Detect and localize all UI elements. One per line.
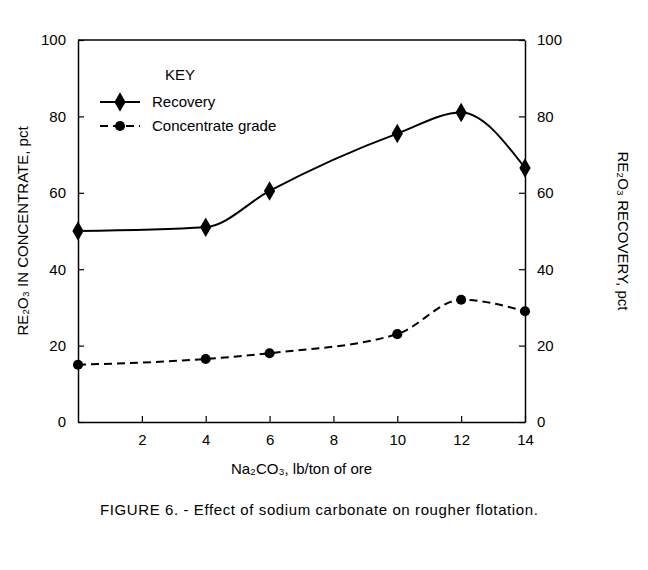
tick-mark	[78, 422, 84, 423]
tick-label: 40	[49, 261, 66, 278]
tick-mark	[333, 416, 334, 422]
legend-entry: Recovery	[100, 92, 216, 112]
y-axis: 0 20 40 60 80 100	[41, 31, 84, 430]
tick-mark	[397, 416, 398, 422]
tick-mark	[78, 116, 84, 117]
marker	[264, 181, 275, 201]
marker	[72, 221, 83, 241]
axis-line	[525, 41, 527, 423]
tick: 8	[330, 416, 338, 448]
legend-title: KEY	[165, 66, 195, 83]
tick-label: 60	[537, 184, 554, 201]
tick-mark	[519, 116, 525, 117]
marker	[520, 306, 530, 316]
tick: 60	[519, 184, 554, 201]
marker	[200, 217, 211, 237]
tick-mark	[78, 269, 84, 270]
tick-mark	[519, 193, 525, 194]
tick: 0	[58, 413, 84, 430]
marker	[265, 348, 275, 358]
x-axis: 2 4 6 8 10 12 14	[79, 416, 534, 448]
tick-mark	[269, 416, 270, 422]
tick-mark	[78, 346, 84, 347]
tick: 80	[519, 108, 554, 125]
tick-mark	[519, 40, 525, 41]
axis-line	[79, 422, 526, 424]
marker	[456, 103, 467, 123]
tick-mark	[78, 193, 84, 194]
series-line	[78, 300, 525, 365]
marker	[73, 360, 83, 370]
tick: 6	[266, 416, 274, 448]
tick: 100	[519, 31, 562, 48]
tick: 100	[41, 31, 84, 48]
tick: 40	[49, 261, 84, 278]
tick: 20	[519, 337, 554, 354]
tick-label: 2	[138, 431, 146, 448]
tick-label: 100	[537, 31, 562, 48]
y2-axis: 0 20 40 60 80 100	[519, 31, 562, 430]
tick-label: 10	[389, 431, 406, 448]
tick: 2	[138, 416, 146, 448]
tick-label: 6	[266, 431, 274, 448]
tick: 40	[519, 261, 554, 278]
series-line	[78, 113, 525, 231]
tick-label: 20	[49, 337, 66, 354]
frame	[78, 39, 525, 41]
tick-label: 0	[537, 413, 545, 430]
chart: 2468101214020406080100020406080100KEYRec…	[0, 0, 648, 570]
tick: 80	[49, 108, 84, 125]
legend-entry: Concentrate grade	[100, 117, 276, 134]
marker	[201, 354, 211, 364]
marker	[392, 329, 402, 339]
y2-axis-title: RE₂O₃ RECOVERY, pct	[615, 152, 632, 312]
tick-label: 80	[537, 108, 554, 125]
marks	[72, 103, 530, 370]
y-axis-title: RE₂O₃ IN CONCENTRATE, pct	[14, 126, 31, 336]
marker	[456, 295, 466, 305]
tick-label: 14	[517, 431, 534, 448]
tick-label: 4	[202, 431, 210, 448]
tick-label: 60	[49, 184, 66, 201]
tick-mark	[142, 416, 143, 422]
tick: 60	[49, 184, 84, 201]
title: FIGURE 6. - Effect of sodium carbonate o…	[100, 501, 538, 518]
tick-label: 40	[537, 261, 554, 278]
tick: 4	[202, 416, 210, 448]
marker	[392, 124, 403, 144]
tick-label: 0	[58, 413, 66, 430]
tick: 20	[49, 337, 84, 354]
legend-marker	[115, 121, 125, 131]
tick-mark	[519, 346, 525, 347]
tick: 10	[389, 416, 406, 448]
tick: 0	[519, 413, 545, 430]
tick-label: 80	[49, 108, 66, 125]
tick-mark	[519, 269, 525, 270]
x-axis-title: Na₂CO₃, lb/ton of ore	[231, 460, 372, 477]
plot: 2468101214020406080100020406080100KEYRec…	[41, 31, 562, 447]
tick-label: 100	[41, 31, 66, 48]
tick-label: 12	[453, 431, 470, 448]
marker	[519, 158, 530, 178]
tick-label: 8	[330, 431, 338, 448]
tick-mark	[461, 416, 462, 422]
legend-label: Concentrate grade	[152, 117, 276, 134]
legend-marker	[114, 92, 125, 112]
tick: 12	[453, 416, 470, 448]
tick-label: 20	[537, 337, 554, 354]
tick-mark	[78, 40, 84, 41]
tick-mark	[206, 416, 207, 422]
legend: KEY Recovery Concentrate grade	[100, 66, 276, 134]
tick-mark	[519, 422, 525, 423]
legend-label: Recovery	[152, 93, 216, 110]
